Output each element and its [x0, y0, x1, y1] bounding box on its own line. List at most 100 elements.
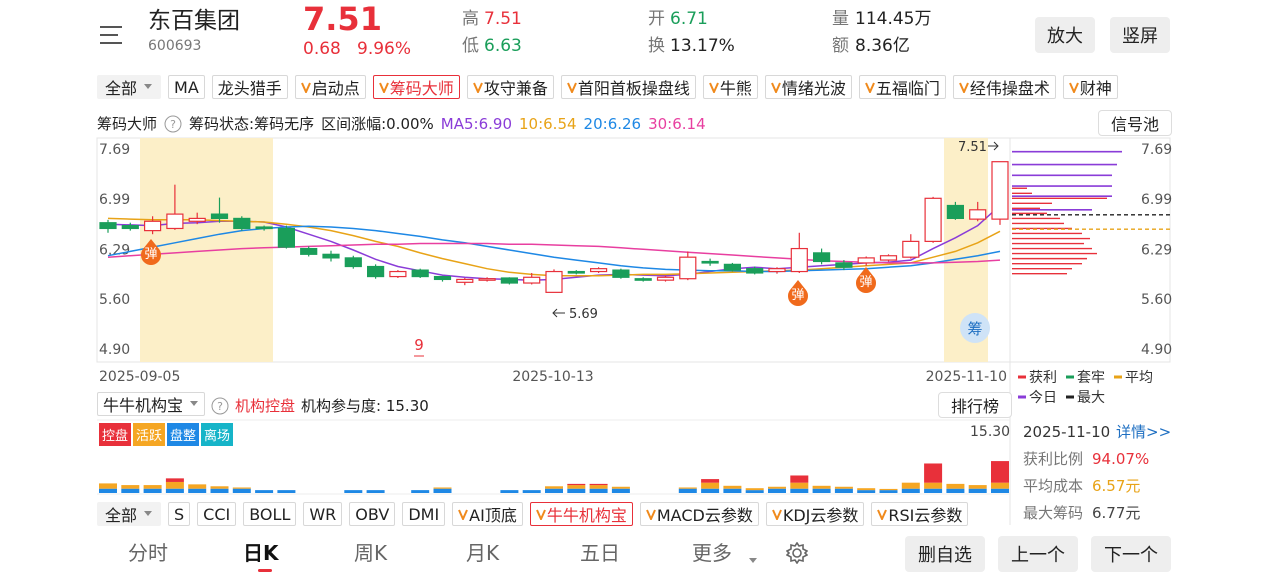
inst-bar: [701, 479, 720, 483]
tab-label: 攻守兼备: [483, 79, 548, 98]
signal-marker: [856, 267, 877, 294]
rank-button[interactable]: 排行榜: [938, 392, 1012, 418]
inst-bar: [545, 486, 563, 489]
info-row: 筹码大师? 筹码状态:筹码无序 区间涨幅:0.00% MA5:6.90 10:6.54 2…: [97, 113, 706, 134]
tab[interactable]: OBV: [349, 502, 396, 526]
side-value: 6.77元: [1092, 504, 1141, 522]
nav-button[interactable]: 删自选: [905, 536, 985, 572]
nav-item[interactable]: 月K: [466, 541, 500, 565]
amount-label: 额: [832, 36, 849, 56]
inst-bar: [188, 484, 207, 489]
legend-label: 今日: [1029, 390, 1057, 406]
inst-bar: [255, 490, 274, 493]
inst-bar: [924, 488, 943, 493]
icon: [472, 82, 483, 93]
signal-button[interactable]: 信号池: [1098, 110, 1172, 136]
inst-bar: [991, 488, 1009, 493]
ma-value: MA5:6.90: [440, 114, 512, 133]
low: 6.63: [484, 36, 522, 56]
tab-label: MACD云参数: [656, 506, 753, 525]
header-button[interactable]: 竖屏: [1110, 17, 1170, 53]
inst-bar: [678, 487, 697, 489]
header-button[interactable]: 放大: [1035, 17, 1095, 53]
inst-bar: [143, 488, 162, 493]
inst-tags: 控盘 活跃 盘整 离场: [99, 423, 234, 446]
candle-body: [99, 222, 117, 230]
tab[interactable]: MACD云参数: [639, 502, 759, 526]
inst-bar: [366, 490, 385, 493]
inst-bar: [99, 488, 117, 493]
tab[interactable]: 筹码大师: [372, 75, 460, 99]
icon: [749, 558, 757, 563]
tab[interactable]: DMI: [402, 502, 446, 526]
nav-item[interactable]: 周K: [354, 541, 388, 565]
tab[interactable]: 牛牛机构宝: [529, 502, 633, 526]
menu-icon[interactable]: [100, 26, 122, 44]
tab[interactable]: 首阳首板操盘线: [560, 75, 696, 99]
tab[interactable]: MA: [168, 75, 205, 99]
candle-body: [411, 269, 429, 278]
price: 7.51: [303, 0, 382, 38]
inst-bar: [411, 490, 430, 493]
nav-item[interactable]: 更多: [692, 541, 732, 565]
dropdown[interactable]: 全部: [97, 502, 162, 526]
amount: 8.36亿: [855, 36, 910, 56]
ma-value: 30:6.14: [648, 114, 706, 133]
tab[interactable]: 启动点: [294, 75, 366, 99]
inst-dropdown[interactable]: 牛牛机构宝: [97, 392, 206, 416]
candle-body: [946, 204, 965, 220]
tab[interactable]: WR: [303, 502, 343, 526]
tab[interactable]: 攻守兼备: [466, 75, 554, 99]
side-link[interactable]: 详情>>: [1116, 423, 1172, 441]
settings-icon[interactable]: [785, 541, 809, 568]
candle-body: [746, 268, 764, 274]
tab[interactable]: 财神: [1062, 75, 1118, 99]
tab[interactable]: 五福临门: [858, 75, 946, 99]
inst-bar: [678, 488, 697, 493]
icon: [864, 82, 875, 93]
icon: [144, 511, 153, 516]
tab-label: 筹码大师: [389, 79, 454, 98]
ma-line: [107, 242, 1001, 264]
turnover: 13.17%: [670, 36, 735, 56]
nav-item[interactable]: 分时: [128, 541, 168, 565]
tab[interactable]: 龙头猎手: [211, 75, 288, 99]
tab[interactable]: AI顶底: [452, 502, 523, 526]
side-value: 6.57元: [1092, 477, 1141, 495]
tab[interactable]: RSI云参数: [871, 502, 969, 526]
tab[interactable]: 牛熊: [702, 75, 758, 99]
candle-body: [367, 265, 385, 278]
tab[interactable]: BOLL: [243, 502, 297, 526]
tab-label: WR: [309, 504, 337, 524]
inst-bar: [768, 486, 786, 489]
inst-bar: [901, 482, 920, 489]
inst-bar: [745, 490, 764, 493]
tab-label: 启动点: [311, 79, 360, 98]
candle-body: [121, 224, 139, 230]
y-tick-label: 6.99: [99, 192, 130, 208]
inst-bar: [589, 485, 608, 489]
inst-bar: [790, 488, 809, 493]
nav-button[interactable]: 上一个: [998, 536, 1078, 572]
inst-bar: [165, 478, 184, 482]
tab[interactable]: KDJ云参数: [765, 502, 865, 526]
icon: [566, 82, 577, 93]
tab[interactable]: CCI: [197, 502, 237, 526]
nav-item[interactable]: 日K: [243, 541, 279, 565]
icon: ?: [211, 397, 229, 414]
inst-bar: [433, 488, 452, 493]
signal-label: 信号池: [1110, 115, 1159, 134]
inst-bar: [991, 482, 1009, 489]
dropdown[interactable]: 全部: [97, 75, 162, 99]
tab[interactable]: S: [168, 502, 191, 526]
tab-label: 经伟操盘术: [969, 79, 1050, 98]
candle-body: [545, 270, 563, 293]
nav-item[interactable]: 五日: [580, 541, 620, 565]
candle-body: [768, 268, 786, 273]
candle-body: [589, 268, 608, 273]
side-value: 94.07%: [1092, 450, 1150, 468]
tab[interactable]: 情绪光波: [764, 75, 852, 99]
nav-button[interactable]: 下一个: [1091, 536, 1171, 572]
info-title: 筹码大师: [97, 115, 158, 133]
tab[interactable]: 经伟操盘术: [952, 75, 1056, 99]
